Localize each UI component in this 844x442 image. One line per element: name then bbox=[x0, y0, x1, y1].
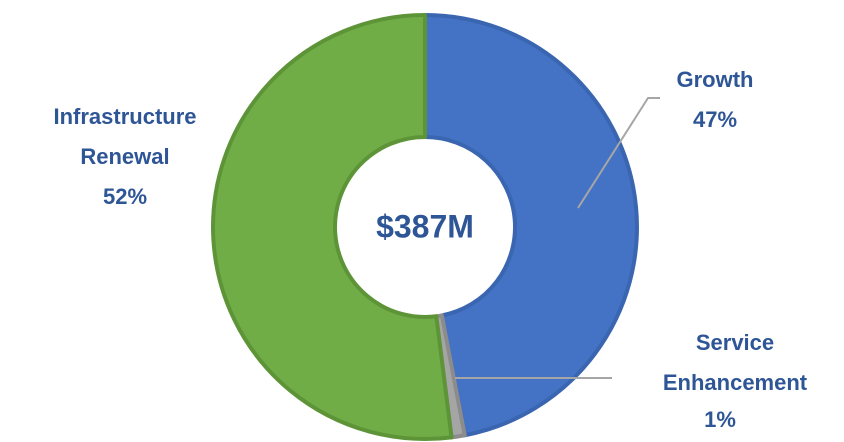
label-name: Growth bbox=[676, 67, 754, 92]
label-name: Infrastructure Renewal bbox=[53, 104, 197, 169]
label-value: 47% bbox=[692, 107, 738, 132]
slices bbox=[211, 13, 639, 441]
label-value: 52% bbox=[102, 184, 148, 209]
slice bbox=[211, 13, 454, 441]
center-label: $387M bbox=[376, 208, 474, 244]
leader-line bbox=[577, 97, 660, 209]
label-name: Service Enhancement bbox=[662, 330, 808, 395]
slice bbox=[423, 13, 639, 438]
label-value: 1% bbox=[704, 407, 736, 432]
